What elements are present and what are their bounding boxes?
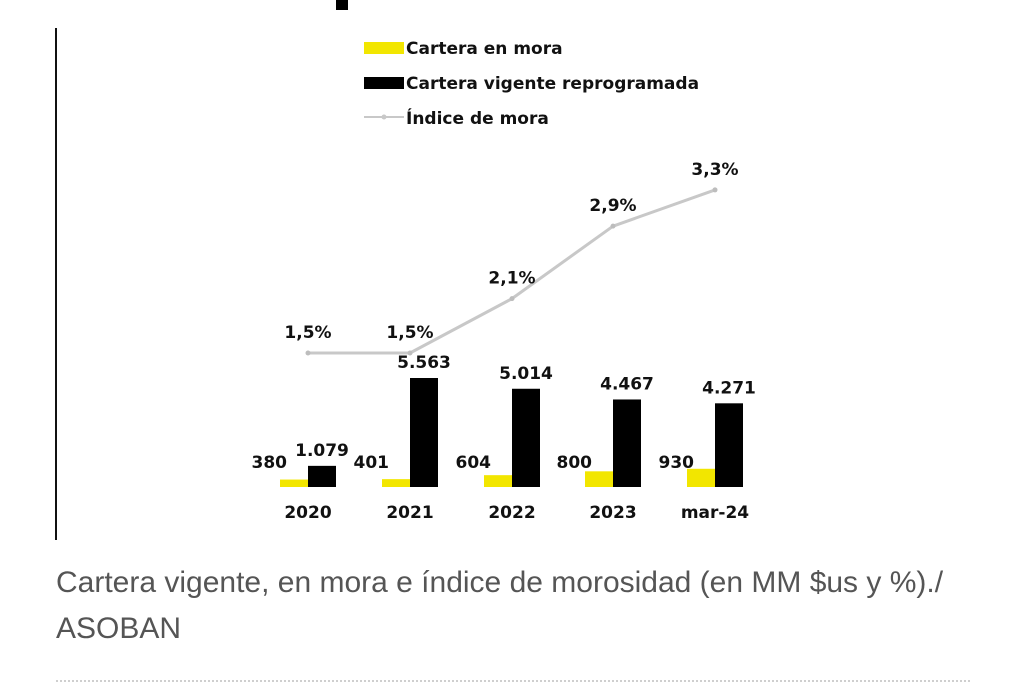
label-vigente-mar-24: 4.271 [702,378,756,398]
bar-mora-2020 [280,479,308,487]
label-indice-2021: 1,5% [386,323,433,343]
legend-swatch-vigente [364,77,404,89]
chart: Cartera en mora Cartera vigente reprogram… [252,39,756,523]
x-axis: 2020 2021 2022 2023 mar-24 [284,503,749,523]
label-vigente-2022: 5.014 [499,364,553,384]
bar-vigente-2022 [512,388,540,487]
bar-mora-2023 [585,471,613,487]
legend-label-vigente: Cartera vigente reprogramada [406,74,699,94]
legend-swatch-mora [364,42,404,54]
divider [56,680,970,682]
label-indice-2022: 2,1% [488,269,535,289]
x-tick-mar-24: mar-24 [681,503,749,523]
label-vigente-2021: 5.563 [397,353,451,373]
bar-vigente-2023 [613,399,641,487]
top-mark [336,0,348,10]
x-tick-2021: 2021 [386,503,433,523]
label-mora-2021: 401 [354,453,390,473]
x-tick-2022: 2022 [488,503,535,523]
point-indice-mar-24 [712,187,718,193]
label-mora-2020: 380 [252,453,288,473]
bar-vigente-2021 [410,378,438,487]
bar-mora-2022 [484,475,512,487]
point-indice-2021 [407,350,413,356]
legend-swatch-indice-marker [381,114,387,120]
label-indice-2020: 1,5% [284,323,331,343]
point-indice-2020 [305,350,311,356]
x-tick-2020: 2020 [284,503,331,523]
label-mora-2022: 604 [456,453,492,473]
label-mora-mar-24: 930 [659,453,695,473]
caption: Cartera vigente, en mora e índice de mor… [56,566,944,645]
bar-mora-2021 [382,479,410,487]
point-indice-2023 [610,223,616,229]
legend-label-indice: Índice de mora [406,107,549,129]
x-tick-2023: 2023 [589,503,636,523]
label-vigente-2020: 1.079 [295,441,349,461]
line-layer [305,187,718,356]
point-indice-2022 [509,296,515,302]
label-indice-mar-24: 3,3% [691,160,738,180]
bar-vigente-mar-24 [715,403,743,487]
legend-label-mora: Cartera en mora [406,39,563,59]
label-indice-2023: 2,9% [589,196,636,216]
left-rule [55,28,57,540]
bars [280,378,743,487]
bar-vigente-2020 [308,465,336,487]
bar-mora-mar-24 [687,468,715,487]
label-vigente-2023: 4.467 [600,374,654,394]
label-mora-2023: 800 [557,453,593,473]
legend: Cartera en mora Cartera vigente reprogram… [364,39,699,129]
